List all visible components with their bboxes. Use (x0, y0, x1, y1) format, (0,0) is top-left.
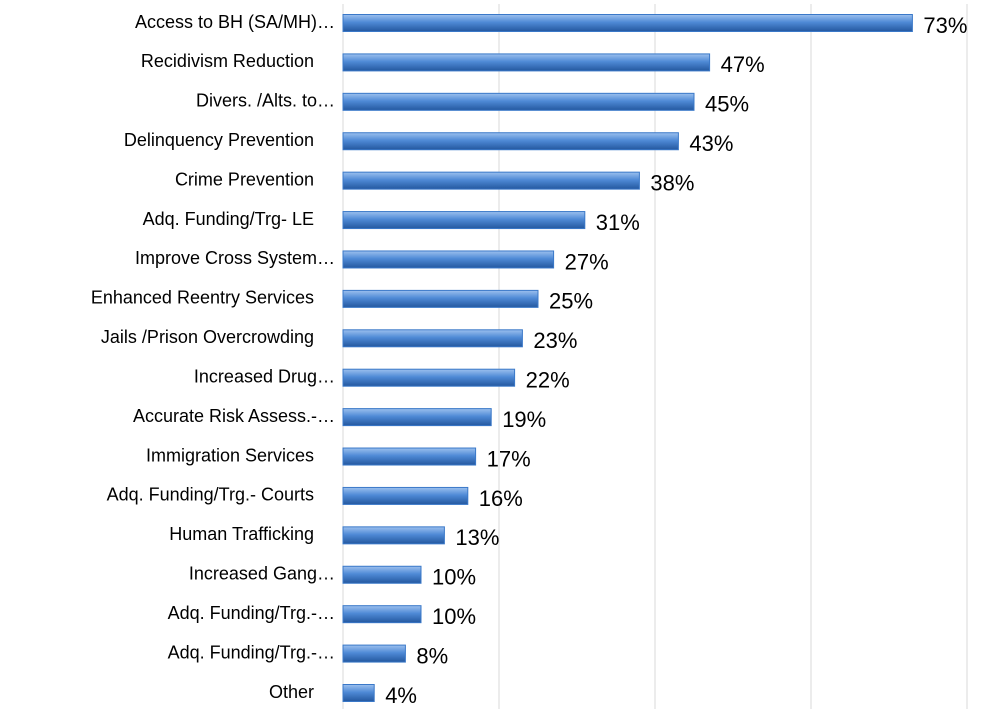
value-label: 8% (416, 643, 448, 668)
value-label: 10% (432, 565, 476, 590)
y-tick-label: Enhanced Reentry Services (91, 288, 314, 308)
value-label: 19% (502, 407, 546, 432)
y-tick-label: Access to BH (SA/MH)… (135, 12, 335, 32)
value-label: 43% (689, 131, 733, 156)
y-tick-label: Increased Drug… (194, 366, 335, 386)
bar (342, 526, 445, 545)
value-label: 45% (705, 92, 749, 117)
bar (342, 53, 711, 72)
y-tick-label: Increased Gang… (189, 564, 335, 584)
bar (342, 211, 586, 230)
y-tick-label: Human Trafficking (169, 524, 314, 544)
y-tick-label: Adq. Funding/Trg- LE (143, 209, 314, 229)
value-label: 73% (923, 13, 967, 38)
value-label: 13% (455, 525, 499, 550)
y-tick-label: Improve Cross System… (135, 248, 335, 268)
y-tick-label: Crime Prevention (175, 169, 314, 189)
value-label: 16% (479, 486, 523, 511)
y-tick-label: Jails /Prison Overcrowding (101, 327, 314, 347)
bar (342, 644, 406, 663)
bar (342, 486, 469, 505)
bar (342, 329, 523, 348)
bar (342, 605, 422, 624)
y-tick-label: Adq. Funding/Trg.- Courts (107, 485, 314, 505)
bar (342, 408, 492, 427)
value-label: 47% (721, 52, 765, 77)
bar (342, 368, 516, 387)
y-tick-label: Immigration Services (146, 445, 314, 465)
bar (342, 289, 539, 308)
value-label: 4% (385, 683, 417, 708)
value-label: 31% (596, 210, 640, 235)
y-tick-label: Delinquency Prevention (124, 130, 314, 150)
value-label: 22% (526, 368, 570, 393)
value-label: 23% (533, 328, 577, 353)
value-label: 25% (549, 289, 593, 314)
bar (342, 565, 422, 584)
bar (342, 250, 555, 269)
y-tick-label: Recidivism Reduction (141, 51, 314, 71)
y-tick-label: Adq. Funding/Trg.-… (168, 603, 335, 623)
value-label: 10% (432, 604, 476, 629)
bar (342, 171, 640, 190)
bar (342, 92, 695, 111)
y-tick-label: Divers. /Alts. to… (196, 91, 335, 111)
value-label: 27% (565, 249, 609, 274)
value-label: 17% (487, 446, 531, 471)
y-tick-label: Adq. Funding/Trg.-… (168, 642, 335, 662)
bar (342, 14, 913, 32)
bar (342, 132, 679, 151)
bar (342, 684, 375, 702)
bar (342, 447, 477, 466)
y-tick-label: Accurate Risk Assess.-… (133, 406, 335, 426)
value-label: 38% (650, 170, 694, 195)
y-tick-label: Other (269, 682, 314, 702)
